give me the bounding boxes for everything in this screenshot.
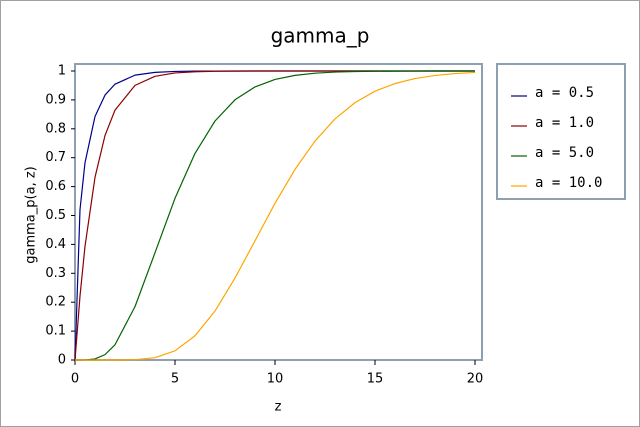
y-tick-label: 0 bbox=[58, 353, 66, 368]
x-tick-label: 5 bbox=[171, 372, 179, 387]
y-tick-label: 0.8 bbox=[45, 121, 66, 136]
chart-title: gamma_p bbox=[271, 24, 370, 48]
x-axis-label: z bbox=[275, 400, 282, 415]
y-tick-label: 0.4 bbox=[45, 237, 66, 252]
x-tick-label: 15 bbox=[367, 372, 384, 387]
legend-label: a = 1.0 bbox=[535, 115, 594, 131]
x-tick-label: 20 bbox=[467, 372, 484, 387]
y-axis-label: gamma_p(a, z) bbox=[24, 166, 39, 263]
legend-label: a = 10.0 bbox=[535, 175, 602, 191]
x-tick-label: 10 bbox=[267, 372, 284, 387]
series-line bbox=[75, 70, 475, 361]
y-tick-label: 0.1 bbox=[45, 324, 66, 339]
legend-label: a = 0.5 bbox=[535, 85, 594, 101]
y-tick-label: 0.3 bbox=[45, 266, 66, 281]
y-tick-label: 1 bbox=[58, 64, 66, 79]
x-tick-label: 0 bbox=[71, 372, 79, 387]
y-tick-label: 0.5 bbox=[45, 208, 66, 223]
plot-area bbox=[74, 63, 483, 361]
legend bbox=[496, 63, 626, 200]
y-tick-label: 0.9 bbox=[45, 92, 66, 107]
legend-label: a = 5.0 bbox=[535, 145, 594, 161]
y-tick-label: 0.7 bbox=[45, 150, 66, 165]
series-line bbox=[75, 71, 476, 361]
y-tick-label: 0.2 bbox=[45, 295, 66, 310]
y-tick-label: 0.6 bbox=[45, 179, 66, 194]
